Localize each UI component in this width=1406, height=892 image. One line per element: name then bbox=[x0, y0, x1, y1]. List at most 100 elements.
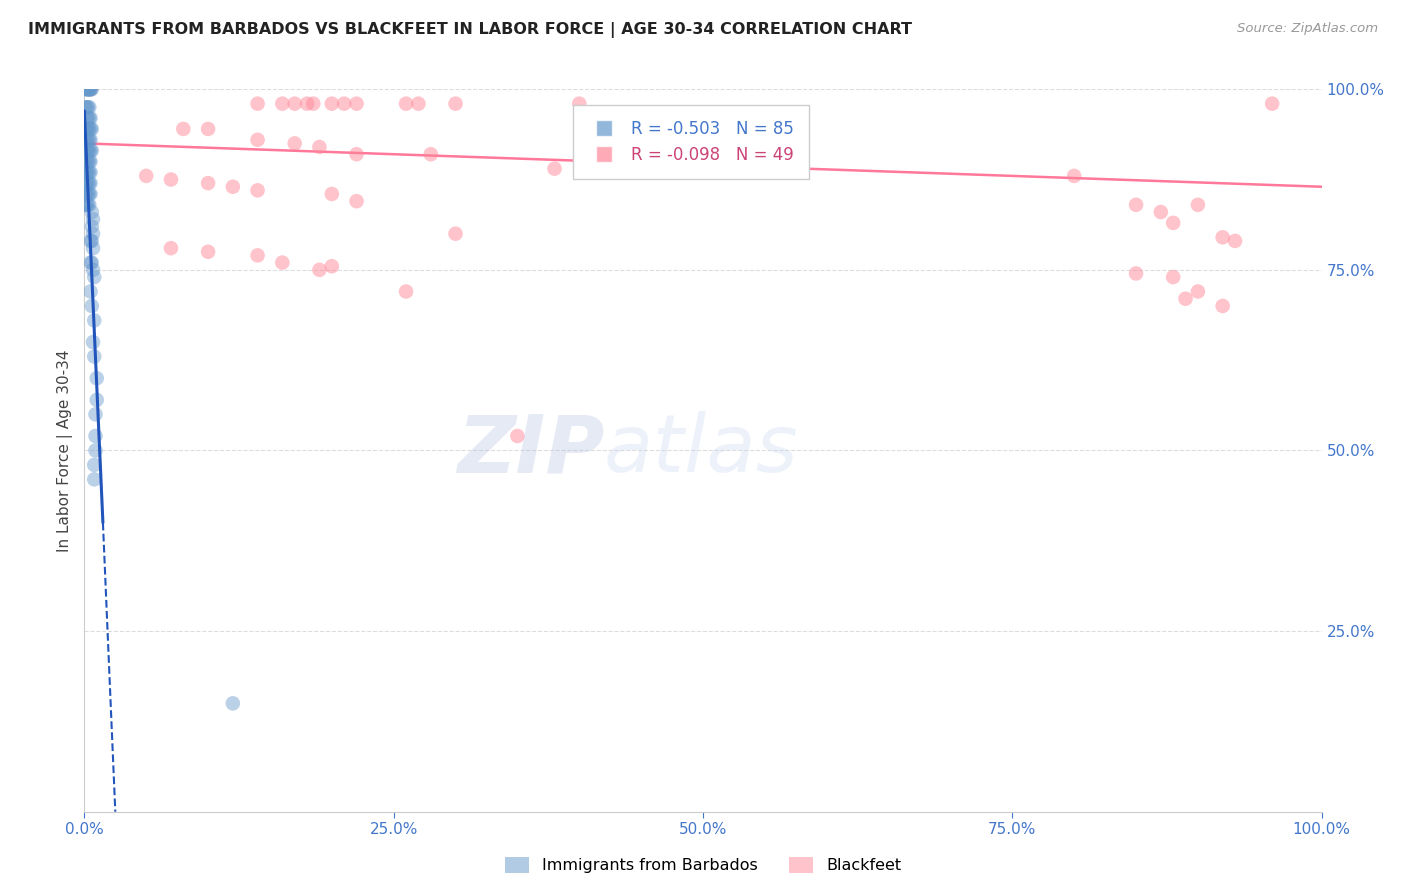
Point bbox=[160, 241, 183, 255]
Point bbox=[77, 165, 100, 179]
Point bbox=[77, 82, 100, 96]
Point bbox=[79, 122, 101, 136]
Point bbox=[79, 122, 101, 136]
Point bbox=[1261, 96, 1284, 111]
Point bbox=[76, 82, 98, 96]
Point bbox=[80, 144, 103, 158]
Point bbox=[80, 299, 103, 313]
Point bbox=[75, 82, 97, 96]
Point bbox=[84, 443, 107, 458]
Point bbox=[76, 186, 98, 201]
Point bbox=[160, 172, 183, 186]
Point bbox=[79, 165, 101, 179]
Point bbox=[643, 161, 665, 176]
Y-axis label: In Labor Force | Age 30-34: In Labor Force | Age 30-34 bbox=[58, 349, 73, 552]
Point bbox=[79, 133, 101, 147]
Point bbox=[77, 122, 100, 136]
Point bbox=[77, 144, 100, 158]
Point bbox=[79, 154, 101, 169]
Point bbox=[543, 161, 565, 176]
Point bbox=[1125, 198, 1147, 212]
Point bbox=[79, 111, 101, 125]
Point bbox=[222, 179, 245, 194]
Point bbox=[76, 198, 98, 212]
Point bbox=[1161, 216, 1184, 230]
Point bbox=[83, 270, 105, 285]
Point bbox=[79, 144, 101, 158]
Point bbox=[80, 255, 103, 269]
Point bbox=[444, 96, 467, 111]
Point bbox=[506, 429, 529, 443]
Point bbox=[75, 154, 97, 169]
Point bbox=[222, 696, 245, 710]
Point bbox=[76, 144, 98, 158]
Point bbox=[346, 96, 368, 111]
Point bbox=[83, 458, 105, 472]
Point bbox=[82, 241, 104, 255]
Point bbox=[197, 122, 219, 136]
Legend: Immigrants from Barbados, Blackfeet: Immigrants from Barbados, Blackfeet bbox=[499, 850, 907, 880]
Point bbox=[395, 285, 418, 299]
Point bbox=[321, 186, 343, 201]
Point bbox=[80, 122, 103, 136]
Point bbox=[271, 255, 294, 269]
Text: Source: ZipAtlas.com: Source: ZipAtlas.com bbox=[1237, 22, 1378, 36]
Point bbox=[77, 186, 100, 201]
Point bbox=[1212, 299, 1234, 313]
Point bbox=[76, 176, 98, 190]
Point bbox=[246, 133, 269, 147]
Point bbox=[82, 212, 104, 227]
Point bbox=[308, 140, 330, 154]
Point bbox=[79, 144, 101, 158]
Point bbox=[79, 186, 101, 201]
Point bbox=[82, 334, 104, 349]
Point bbox=[284, 136, 307, 151]
Point bbox=[79, 186, 101, 201]
Point bbox=[79, 198, 101, 212]
Point bbox=[76, 82, 98, 96]
Point bbox=[346, 147, 368, 161]
Point bbox=[1063, 169, 1085, 183]
Point bbox=[419, 147, 441, 161]
Point bbox=[75, 133, 97, 147]
Point bbox=[80, 82, 103, 96]
Point bbox=[1187, 285, 1209, 299]
Point bbox=[75, 176, 97, 190]
Point bbox=[79, 82, 101, 96]
Point bbox=[1174, 292, 1197, 306]
Point bbox=[246, 96, 269, 111]
Point bbox=[86, 392, 108, 407]
Point bbox=[75, 144, 97, 158]
Point bbox=[79, 176, 101, 190]
Point bbox=[77, 111, 100, 125]
Point bbox=[295, 96, 318, 111]
Point bbox=[79, 154, 101, 169]
Point bbox=[79, 234, 101, 248]
Point bbox=[408, 96, 430, 111]
Point bbox=[83, 350, 105, 364]
Point bbox=[79, 82, 101, 96]
Text: IMMIGRANTS FROM BARBADOS VS BLACKFEET IN LABOR FORCE | AGE 30-34 CORRELATION CHA: IMMIGRANTS FROM BARBADOS VS BLACKFEET IN… bbox=[28, 22, 912, 38]
Point bbox=[77, 100, 100, 114]
Point bbox=[246, 248, 269, 262]
Point bbox=[568, 96, 591, 111]
Text: atlas: atlas bbox=[605, 411, 799, 490]
Point bbox=[79, 111, 101, 125]
Point bbox=[79, 165, 101, 179]
Point bbox=[197, 244, 219, 259]
Point bbox=[1187, 198, 1209, 212]
Point bbox=[77, 198, 100, 212]
Point bbox=[83, 313, 105, 327]
Point bbox=[246, 183, 269, 197]
Point bbox=[79, 133, 101, 147]
Point bbox=[75, 198, 97, 212]
Point bbox=[75, 122, 97, 136]
Point bbox=[79, 100, 101, 114]
Point bbox=[79, 82, 101, 96]
Point bbox=[84, 429, 107, 443]
Point bbox=[76, 111, 98, 125]
Point bbox=[82, 262, 104, 277]
Point bbox=[82, 227, 104, 241]
Point bbox=[76, 154, 98, 169]
Point bbox=[76, 165, 98, 179]
